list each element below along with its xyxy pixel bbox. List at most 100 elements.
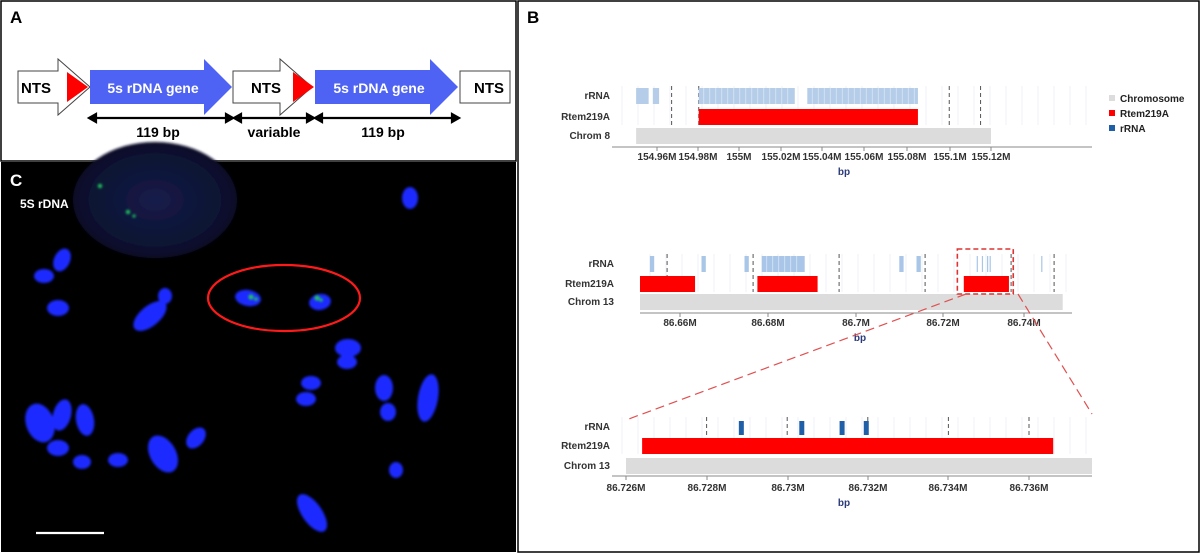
x-tick-label: 155.02M xyxy=(762,152,801,163)
track-row-label: Chrom 13 xyxy=(564,461,611,472)
panel-c-label: C xyxy=(10,171,22,190)
nts-arrow xyxy=(17,57,91,117)
length-arrows xyxy=(86,112,462,124)
panel-a-label: A xyxy=(10,8,22,27)
legend-label: rRNA xyxy=(1120,124,1146,135)
rtem219a-bar xyxy=(642,438,1054,454)
x-tick-label: 86.736M xyxy=(1010,483,1049,494)
rtem219a-bar xyxy=(963,276,1009,292)
probe-label: 5S rDNA xyxy=(20,197,69,211)
x-tick-label: 86.72M xyxy=(926,318,959,329)
promoter-triangle xyxy=(293,72,314,102)
x-tick-label: 86.728M xyxy=(688,483,727,494)
chromosome-bar xyxy=(626,458,1092,474)
panel-a: A NTS 5s rDNA gene NTS 5s rDNA gene NTS xyxy=(0,0,517,162)
rtem219a-bar xyxy=(757,276,818,292)
rrna-block xyxy=(744,256,749,272)
rrna-block xyxy=(899,256,904,272)
rrna-block xyxy=(1041,256,1043,272)
legend-label: Chromosome xyxy=(1120,94,1185,105)
x-axis-label: bp xyxy=(854,333,866,344)
legend-swatch xyxy=(1109,110,1115,116)
rrna-block xyxy=(807,88,918,104)
rrna-block xyxy=(649,256,655,272)
rrna-block xyxy=(799,421,805,435)
track-row-label: Rtem219A xyxy=(561,441,610,452)
x-tick-label: 86.734M xyxy=(929,483,968,494)
signal-highlight-ellipse xyxy=(206,263,362,333)
micrograph-background xyxy=(1,162,516,552)
track-row-label: rRNA xyxy=(584,91,610,102)
legend-swatch xyxy=(1109,125,1115,131)
chrom13-zoom-track: rRNA Rtem219A Chrom 13 86.726M 86.728M 86.73M… xyxy=(561,417,1092,509)
nts-arrow xyxy=(232,57,313,117)
track-row-label: Rtem219A xyxy=(565,279,614,290)
rrna-block xyxy=(698,88,795,104)
x-tick-label: 86.68M xyxy=(751,318,784,329)
legend-swatch xyxy=(1109,95,1115,101)
x-tick-label: 86.726M xyxy=(607,483,646,494)
promoter-triangle xyxy=(67,72,88,102)
x-tick-label: 155M xyxy=(726,152,751,163)
panel-c: C 5S rDNA xyxy=(1,142,516,552)
x-tick-label: 155.06M xyxy=(845,152,884,163)
nts-label: NTS xyxy=(474,80,504,97)
zoom-connector xyxy=(625,293,1093,421)
gene-label: 5s rDNA gene xyxy=(107,80,199,96)
gene-label: 5s rDNA gene xyxy=(333,80,425,96)
rrna-block xyxy=(989,256,991,272)
rtem219a-bar xyxy=(698,109,918,125)
interphase-nucleus xyxy=(73,142,237,258)
legend: Chromosome Rtem219A rRNA xyxy=(1109,94,1185,135)
track-row-label: Chrom 8 xyxy=(569,131,610,142)
track-row-label: rRNA xyxy=(588,259,614,270)
panel-b-label: B xyxy=(527,8,539,27)
x-tick-label: 154.96M xyxy=(638,152,677,163)
rrna-block xyxy=(652,88,660,104)
rrna-block xyxy=(839,421,845,435)
rrna-block xyxy=(863,421,869,435)
chromosomes xyxy=(25,187,439,532)
rrna-block xyxy=(738,421,744,435)
rtem219a-bar xyxy=(640,276,696,292)
panel-b: B Chromosome Rtem219A rRNA rRNARtem219AC… xyxy=(517,0,1200,553)
rrna-block xyxy=(761,256,805,272)
nucleus-signals xyxy=(97,183,136,218)
gene-arrow xyxy=(315,59,458,115)
nts-label: NTS xyxy=(251,80,281,97)
gene-arrow xyxy=(90,59,232,115)
length-label: 119 bp xyxy=(361,124,405,140)
x-tick-label: 154.98M xyxy=(679,152,718,163)
rdna-signals xyxy=(248,294,323,302)
chromosome-bar xyxy=(636,128,991,144)
x-tick-label: 86.732M xyxy=(849,483,888,494)
x-axis-label: bp xyxy=(838,498,850,509)
nts-label: NTS xyxy=(21,80,51,97)
zoom-highlight-box xyxy=(956,248,1015,295)
rrna-block xyxy=(976,256,978,272)
nts-block xyxy=(459,70,511,104)
x-axis-label: bp xyxy=(838,167,850,178)
legend-label: Rtem219A xyxy=(1120,109,1169,120)
rrna-block xyxy=(701,256,706,272)
chrom13-track: rRNA Rtem219A Chrom 13 86.66M 86.68M 86.7M 86.… xyxy=(565,248,1072,344)
x-tick-label: 86.66M xyxy=(663,318,696,329)
x-tick-label: 86.7M xyxy=(842,318,870,329)
length-label: variable xyxy=(248,124,301,140)
chrom8-track: rRNA Rtem219A Chrom 8 154.96M 154.98M 155M 155… xyxy=(561,86,1092,178)
track-row-label: Chrom 13 xyxy=(568,297,615,308)
x-tick-label: 155.04M xyxy=(803,152,842,163)
x-tick-label: 86.74M xyxy=(1007,318,1040,329)
x-tick-label: 86.73M xyxy=(771,483,804,494)
track-row-label: Rtem219A xyxy=(561,112,610,123)
rrna-block xyxy=(916,256,921,272)
track-row-label: rRNA xyxy=(584,422,610,433)
rrna-block xyxy=(636,88,649,104)
rrna-block xyxy=(987,256,989,272)
chromosome-bar xyxy=(640,294,1063,310)
x-tick-label: 155.08M xyxy=(888,152,927,163)
length-label: 119 bp xyxy=(136,124,180,140)
x-tick-label: 155.12M xyxy=(972,152,1011,163)
x-tick-label: 155.1M xyxy=(933,152,966,163)
rrna-block xyxy=(981,256,984,272)
